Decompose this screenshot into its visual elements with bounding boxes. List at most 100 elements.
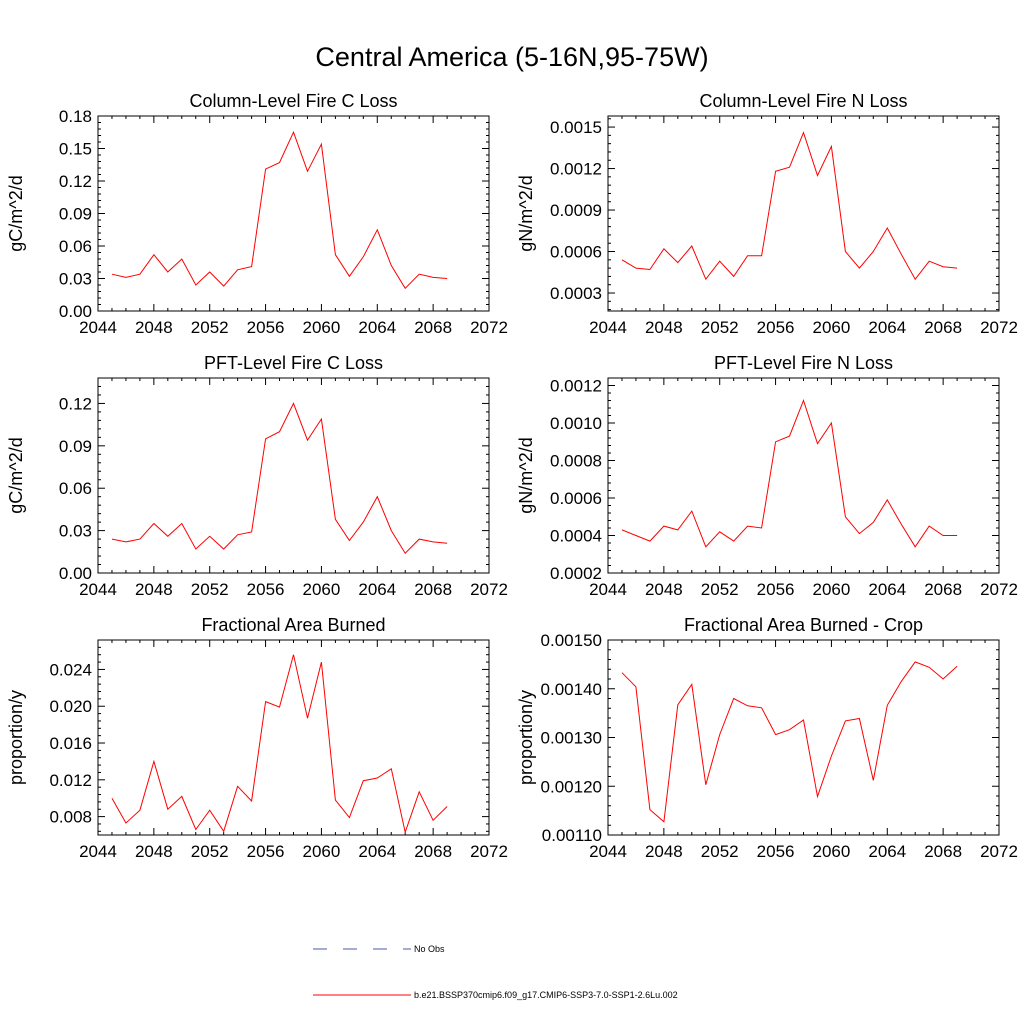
x-tick-label: 2056 bbox=[247, 842, 285, 861]
x-tick-label: 2048 bbox=[645, 318, 683, 337]
x-tick-label: 2072 bbox=[470, 842, 508, 861]
x-tick-label: 2072 bbox=[470, 580, 508, 599]
y-tick-label: 0.03 bbox=[59, 270, 92, 289]
y-tick-label: 0.00 bbox=[59, 302, 92, 321]
x-tick-label: 2052 bbox=[191, 580, 229, 599]
x-tick-label: 2056 bbox=[757, 842, 795, 861]
panel-title: PFT-Level Fire C Loss bbox=[204, 353, 383, 373]
y-tick-label: 0.0010 bbox=[550, 414, 602, 433]
y-tick-label: 0.00 bbox=[59, 564, 92, 583]
x-tick-label: 2064 bbox=[868, 580, 906, 599]
y-tick-label: 0.0012 bbox=[550, 160, 602, 179]
x-tick-label: 2064 bbox=[358, 580, 396, 599]
x-tick-label: 2052 bbox=[701, 842, 739, 861]
panel-6: Fractional Area Burned - Crop proportion/… bbox=[516, 615, 1018, 861]
y-tick-label: 0.0012 bbox=[550, 377, 602, 396]
y-tick-label: 0.024 bbox=[49, 660, 92, 679]
x-tick-label: 2072 bbox=[470, 318, 508, 337]
y-tick-label: 0.008 bbox=[49, 808, 92, 827]
series-line bbox=[111, 402, 448, 555]
legend-label-no-obs: No Obs bbox=[414, 944, 445, 954]
y-axis-label: gN/m^2/d bbox=[516, 175, 536, 251]
y-axis-label: gN/m^2/d bbox=[516, 437, 536, 513]
plot-frame bbox=[607, 115, 1000, 312]
y-tick-label: 0.020 bbox=[49, 697, 92, 716]
y-axis-label: proportion/y bbox=[6, 690, 26, 785]
panel-title: Column-Level Fire C Loss bbox=[189, 91, 397, 111]
y-tick-label: 0.0015 bbox=[550, 118, 602, 137]
y-axis-label: gC/m^2/d bbox=[6, 175, 26, 251]
x-tick-label: 2044 bbox=[589, 842, 627, 861]
y-tick-label: 0.00130 bbox=[541, 729, 602, 748]
panel-5: Fractional Area Burned proportion/y 2044 20… bbox=[6, 615, 508, 861]
x-tick-label: 2048 bbox=[645, 842, 683, 861]
y-tick-label: 0.0006 bbox=[550, 243, 602, 262]
x-tick-label: 2044 bbox=[589, 580, 627, 599]
x-tick-label: 2060 bbox=[303, 318, 341, 337]
plot-frame bbox=[97, 377, 490, 574]
y-tick-label: 0.09 bbox=[59, 437, 92, 456]
x-tick-label: 2060 bbox=[813, 318, 851, 337]
x-tick-label: 2044 bbox=[79, 842, 117, 861]
legend-item-no-obs: No Obs bbox=[313, 944, 445, 954]
y-tick-label: 0.03 bbox=[59, 522, 92, 541]
x-tick-label: 2064 bbox=[358, 318, 396, 337]
y-axis-label: gC/m^2/d bbox=[6, 437, 26, 513]
series-line bbox=[621, 399, 958, 548]
x-tick-label: 2060 bbox=[813, 580, 851, 599]
x-tick-label: 2052 bbox=[701, 580, 739, 599]
plot-frame bbox=[607, 377, 1000, 574]
x-tick-label: 2056 bbox=[247, 580, 285, 599]
x-tick-label: 2048 bbox=[645, 580, 683, 599]
x-tick-label: 2060 bbox=[303, 580, 341, 599]
y-tick-label: 0.0003 bbox=[550, 284, 602, 303]
legend-label-run: b.e21.BSSP370cmip6.f09_g17.CMIP6-SSP3-7.… bbox=[414, 990, 678, 1000]
x-tick-label: 2068 bbox=[924, 842, 962, 861]
x-tick-label: 2044 bbox=[79, 318, 117, 337]
y-tick-label: 0.00110 bbox=[542, 826, 602, 845]
y-tick-label: 0.012 bbox=[49, 771, 92, 790]
x-tick-label: 2064 bbox=[868, 318, 906, 337]
y-tick-label: 0.18 bbox=[59, 107, 92, 126]
x-tick-label: 2064 bbox=[358, 842, 396, 861]
x-tick-label: 2056 bbox=[247, 318, 285, 337]
x-tick-label: 2060 bbox=[303, 842, 341, 861]
x-tick-label: 2044 bbox=[79, 580, 117, 599]
x-tick-label: 2056 bbox=[757, 580, 795, 599]
panel-1: Column-Level Fire C Loss gC/m^2/d 2044 2048… bbox=[6, 91, 508, 337]
panel-4: PFT-Level Fire N Loss gN/m^2/d 2044 2048 205… bbox=[516, 353, 1018, 599]
figure-title: Central America (5-16N,95-75W) bbox=[315, 42, 708, 72]
y-tick-label: 0.09 bbox=[59, 205, 92, 224]
y-tick-label: 0.12 bbox=[59, 172, 92, 191]
y-tick-label: 0.0004 bbox=[550, 527, 602, 546]
panels: Column-Level Fire C Loss gC/m^2/d 2044 2048… bbox=[6, 91, 1018, 861]
y-tick-label: 0.06 bbox=[59, 479, 92, 498]
panel-title: Column-Level Fire N Loss bbox=[699, 91, 907, 111]
panel-title: PFT-Level Fire N Loss bbox=[714, 353, 893, 373]
x-tick-label: 2072 bbox=[980, 580, 1018, 599]
y-tick-label: 0.12 bbox=[59, 394, 92, 413]
plot-frame bbox=[97, 639, 490, 836]
series-line bbox=[111, 654, 448, 835]
x-tick-label: 2048 bbox=[135, 842, 173, 861]
x-tick-label: 2072 bbox=[980, 318, 1018, 337]
y-tick-label: 0.00140 bbox=[541, 680, 602, 699]
plot-frame bbox=[607, 639, 1000, 836]
y-tick-label: 0.016 bbox=[49, 734, 92, 753]
x-tick-label: 2056 bbox=[757, 318, 795, 337]
y-tick-label: 0.0006 bbox=[550, 489, 602, 508]
x-tick-label: 2060 bbox=[813, 842, 851, 861]
series-line bbox=[111, 130, 448, 290]
series-line bbox=[621, 131, 958, 281]
y-tick-label: 0.00120 bbox=[541, 777, 602, 796]
x-tick-label: 2044 bbox=[589, 318, 627, 337]
legend: No Obs b.e21.BSSP370cmip6.f09_g17.CMIP6-… bbox=[313, 944, 678, 1000]
panel-title: Fractional Area Burned bbox=[201, 615, 385, 635]
x-tick-label: 2052 bbox=[191, 842, 229, 861]
panel-title: Fractional Area Burned - Crop bbox=[684, 615, 923, 635]
y-tick-label: 0.15 bbox=[59, 140, 92, 159]
x-tick-label: 2052 bbox=[191, 318, 229, 337]
x-tick-label: 2068 bbox=[924, 318, 962, 337]
x-tick-label: 2068 bbox=[414, 318, 452, 337]
